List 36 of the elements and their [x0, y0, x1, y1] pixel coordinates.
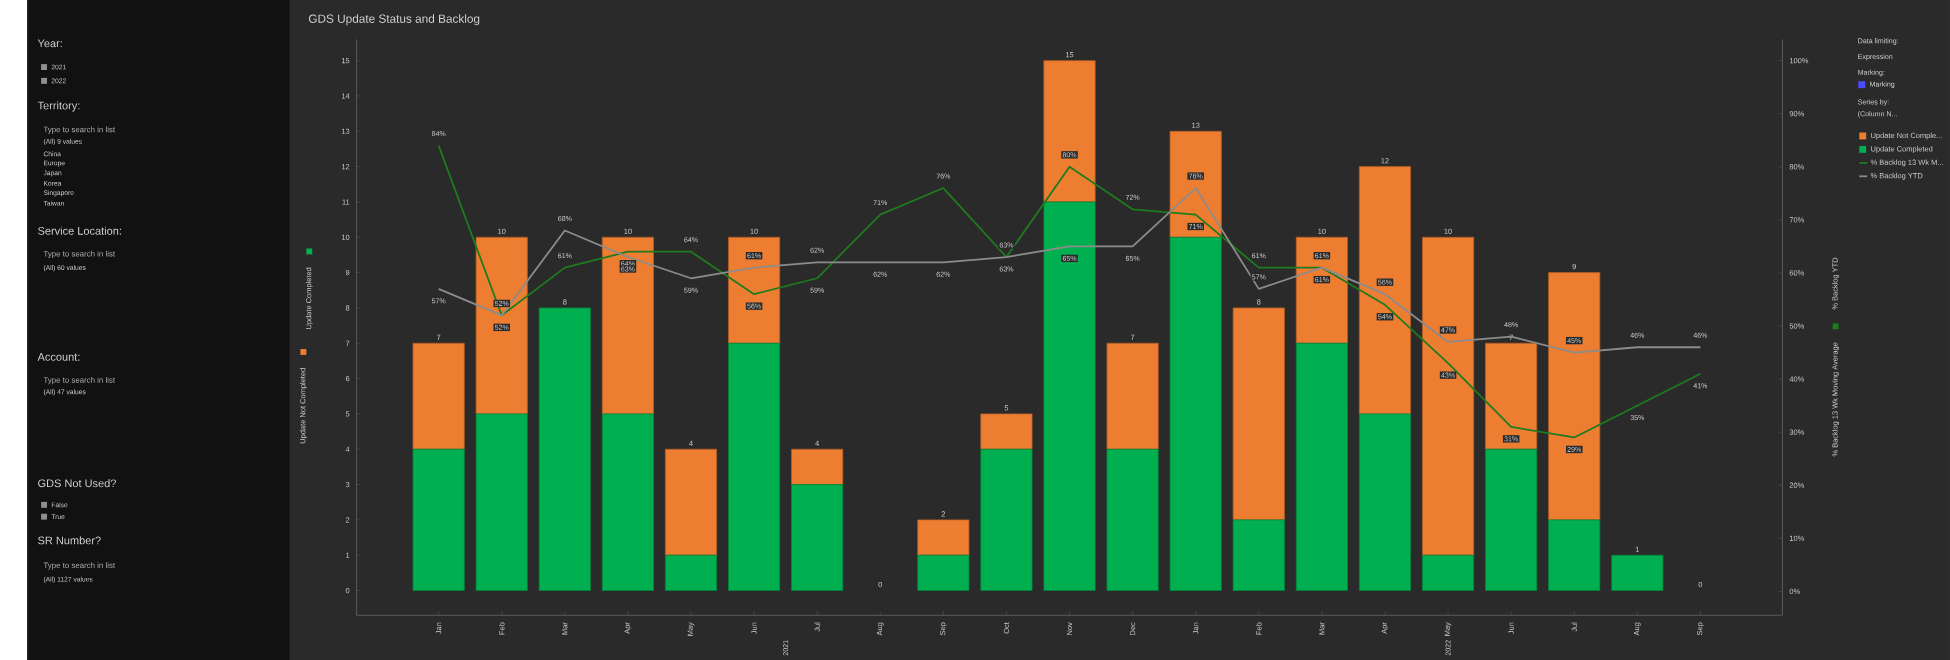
bar — [1295, 342, 1348, 591]
bar — [412, 448, 465, 591]
bar — [728, 342, 781, 591]
bar — [475, 236, 528, 414]
bar — [917, 519, 970, 556]
bar — [1485, 448, 1538, 591]
bar — [1358, 165, 1411, 414]
bar — [1422, 554, 1475, 591]
bar — [664, 448, 718, 556]
bar — [980, 448, 1033, 591]
bar — [1169, 236, 1222, 591]
bar — [475, 413, 528, 591]
bar — [917, 554, 970, 591]
bar — [1548, 271, 1601, 520]
bar — [601, 413, 654, 591]
bar — [1232, 519, 1285, 591]
bar — [1422, 236, 1475, 556]
bar — [1169, 130, 1222, 238]
bar — [1106, 342, 1159, 450]
bar — [412, 342, 465, 450]
bar — [538, 307, 591, 591]
bar — [1358, 413, 1411, 591]
bar — [1043, 59, 1096, 203]
bar — [1611, 554, 1664, 591]
bar — [980, 413, 1033, 450]
bar — [1485, 342, 1538, 450]
bar — [601, 236, 654, 414]
bar — [1232, 307, 1285, 520]
bar — [791, 483, 844, 591]
bar — [1548, 519, 1601, 591]
bar — [728, 236, 781, 344]
bar — [1295, 236, 1348, 344]
bar — [791, 448, 844, 485]
bar — [1106, 448, 1159, 591]
bar — [1043, 201, 1096, 591]
bar — [664, 554, 718, 591]
